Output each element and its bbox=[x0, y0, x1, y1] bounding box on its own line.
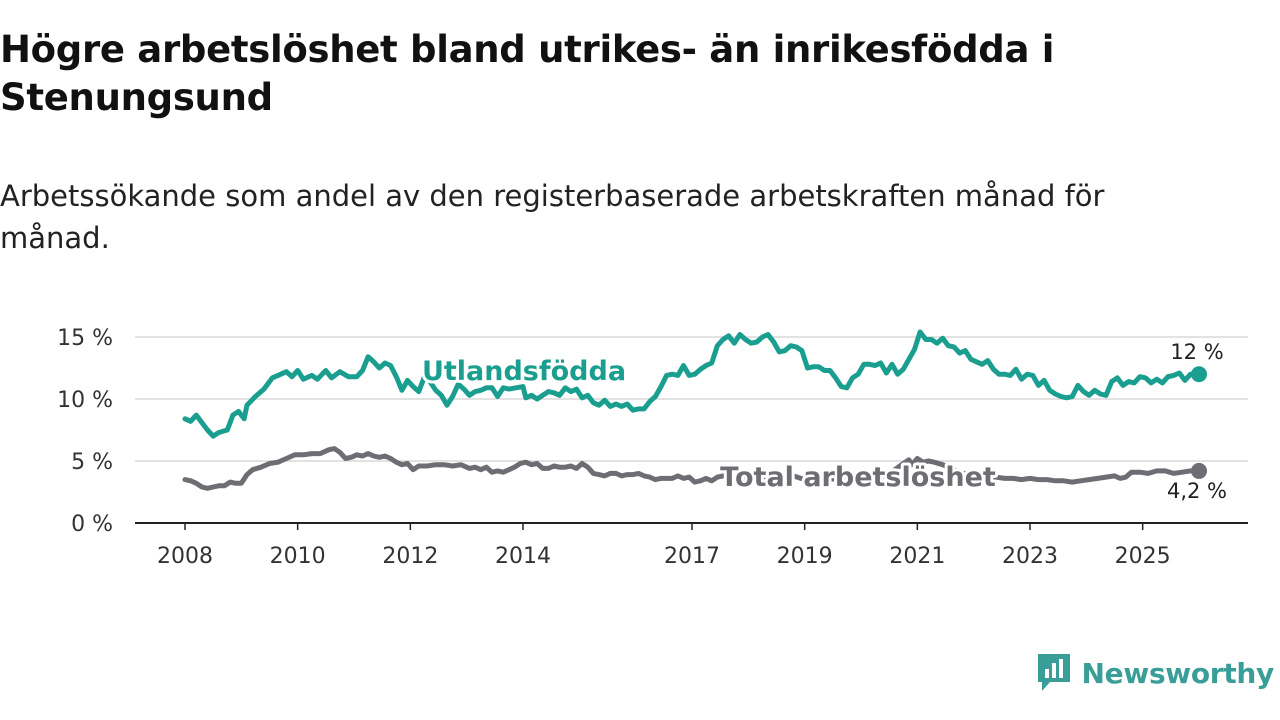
y-tick-label: 15 % bbox=[57, 326, 113, 351]
x-tick-label: 2012 bbox=[382, 544, 438, 569]
chart-subtitle: Arbetssökande som andel av den registerb… bbox=[0, 179, 1105, 255]
x-tick-label: 2008 bbox=[157, 544, 213, 569]
x-tick-label: 2014 bbox=[495, 544, 551, 569]
gridlines: 0 % 5 % 10 % 15 % bbox=[57, 326, 1248, 537]
end-label-total: 4,2 % bbox=[1167, 479, 1227, 503]
x-tick-label: 2023 bbox=[1002, 544, 1058, 569]
series-name-utlandsfodda: Utlandsfödda bbox=[422, 356, 626, 387]
y-tick-label: 10 % bbox=[57, 388, 113, 413]
end-label-utlandsfodda: 12 % bbox=[1170, 340, 1223, 364]
x-tick-label: 2019 bbox=[777, 544, 833, 569]
series-lines bbox=[182, 329, 1202, 491]
end-dot-utlandsfodda bbox=[1191, 366, 1207, 383]
x-tick-label: 2010 bbox=[270, 544, 326, 569]
y-tick-label: 0 % bbox=[71, 512, 113, 537]
newsworthy-logo: Newsworthy bbox=[1036, 652, 1274, 694]
x-tick-label: 2025 bbox=[1115, 544, 1171, 569]
chart-title: Högre arbetslöshet bland utrikes- än inr… bbox=[0, 28, 1055, 119]
series-name-total: Total arbetslöshet bbox=[720, 462, 996, 493]
series-labels: Utlandsfödda Total arbetslöshet 12 % 4,2 % bbox=[419, 338, 1229, 505]
series-line-total bbox=[182, 446, 1202, 491]
series-line-utlandsfodda bbox=[182, 329, 1202, 439]
x-tick-label: 2017 bbox=[664, 544, 720, 569]
brand-name: Newsworthy bbox=[1081, 656, 1275, 690]
newsworthy-logo-icon bbox=[1037, 654, 1070, 691]
x-axis: 2008 2010 2012 2014 2017 2019 2021 2023 2025 bbox=[135, 522, 1248, 569]
y-tick-label: 5 % bbox=[71, 450, 113, 475]
x-tick-label: 2021 bbox=[889, 544, 945, 569]
end-dot-total bbox=[1191, 462, 1207, 479]
